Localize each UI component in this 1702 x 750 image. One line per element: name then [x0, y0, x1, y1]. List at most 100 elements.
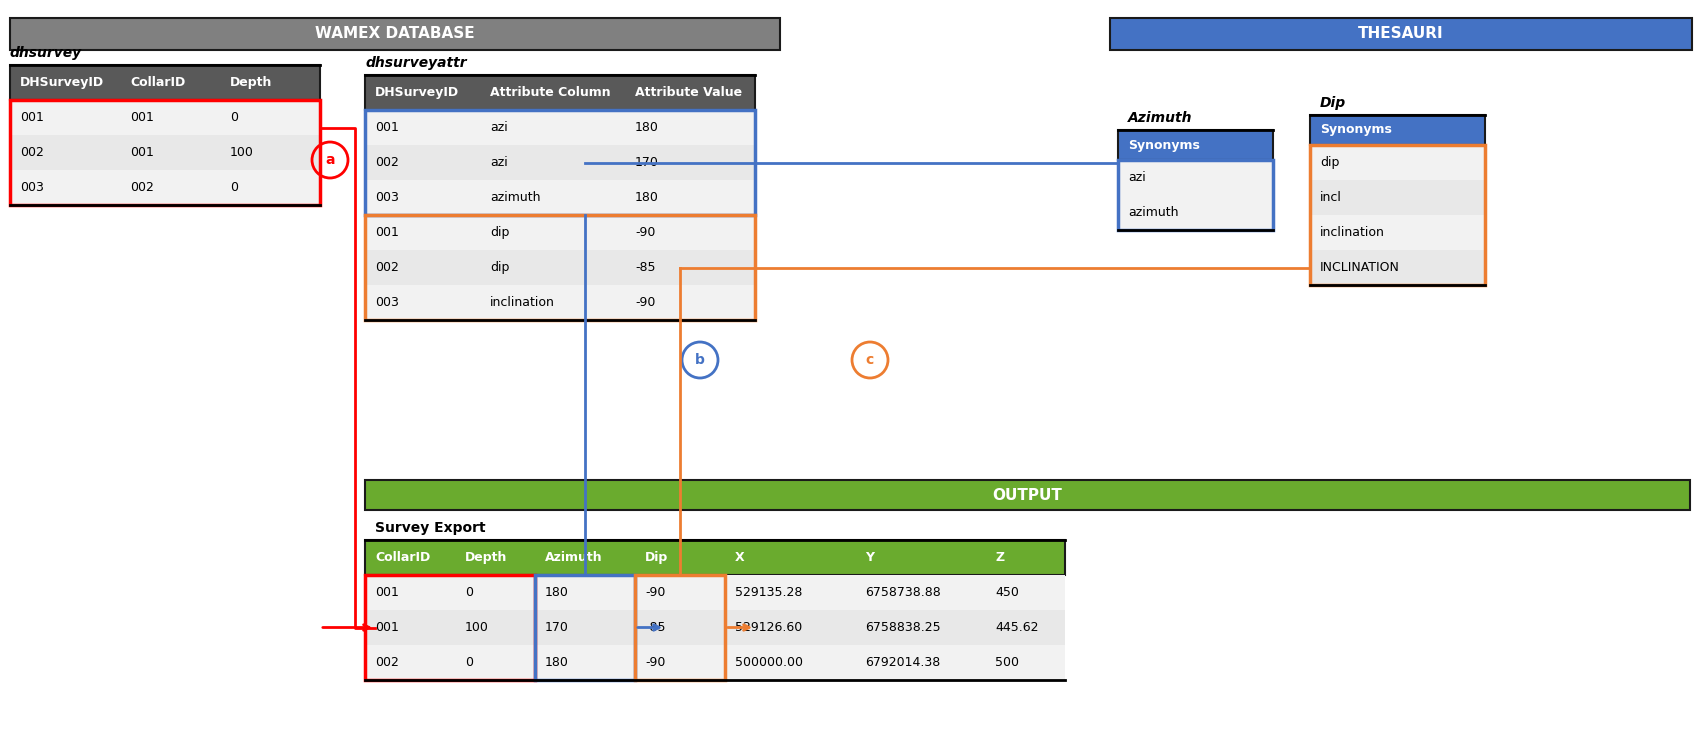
Text: azimuth: azimuth	[490, 191, 541, 204]
Text: incl: incl	[1321, 191, 1341, 204]
Text: azi: azi	[1128, 171, 1145, 184]
Text: 529135.28: 529135.28	[735, 586, 802, 599]
FancyBboxPatch shape	[10, 18, 780, 50]
Text: OUTPUT: OUTPUT	[992, 488, 1062, 502]
FancyBboxPatch shape	[10, 170, 320, 205]
Text: Survey Export: Survey Export	[374, 521, 485, 535]
FancyBboxPatch shape	[364, 645, 1065, 680]
Text: 445.62: 445.62	[996, 621, 1038, 634]
Text: inclination: inclination	[490, 296, 555, 309]
FancyBboxPatch shape	[364, 215, 756, 250]
Text: -85: -85	[635, 261, 655, 274]
Text: Azimuth: Azimuth	[545, 551, 603, 564]
Text: Dip: Dip	[1321, 96, 1346, 110]
FancyBboxPatch shape	[1311, 215, 1486, 250]
Text: 001: 001	[129, 146, 153, 159]
Text: 450: 450	[996, 586, 1019, 599]
Text: -85: -85	[645, 621, 665, 634]
Text: dip: dip	[1321, 156, 1339, 169]
Text: Z: Z	[996, 551, 1004, 564]
Text: 180: 180	[545, 586, 568, 599]
FancyBboxPatch shape	[10, 65, 320, 100]
FancyBboxPatch shape	[1110, 18, 1692, 50]
FancyBboxPatch shape	[364, 575, 1065, 610]
Text: 6758738.88: 6758738.88	[865, 586, 941, 599]
FancyBboxPatch shape	[1118, 195, 1273, 230]
Text: X: X	[735, 551, 745, 564]
Text: -90: -90	[645, 656, 665, 669]
Text: Azimuth: Azimuth	[1128, 111, 1193, 125]
Text: 500: 500	[996, 656, 1019, 669]
Text: -90: -90	[635, 226, 655, 239]
Text: 002: 002	[374, 261, 398, 274]
Text: Attribute Value: Attribute Value	[635, 86, 742, 99]
Text: 001: 001	[129, 111, 153, 124]
FancyBboxPatch shape	[10, 135, 320, 170]
Text: WAMEX DATABASE: WAMEX DATABASE	[315, 26, 475, 41]
FancyBboxPatch shape	[364, 540, 1065, 575]
Text: a: a	[325, 153, 335, 167]
FancyBboxPatch shape	[364, 145, 756, 180]
FancyBboxPatch shape	[1311, 145, 1486, 180]
Text: b: b	[694, 353, 705, 367]
Text: CollarID: CollarID	[374, 551, 431, 564]
Text: 003: 003	[374, 191, 398, 204]
Text: 003: 003	[20, 181, 44, 194]
Text: Synonyms: Synonyms	[1128, 139, 1200, 152]
Text: 001: 001	[374, 226, 398, 239]
Text: DHSurveyID: DHSurveyID	[374, 86, 460, 99]
Text: 001: 001	[374, 586, 398, 599]
Text: 500000.00: 500000.00	[735, 656, 803, 669]
Text: azimuth: azimuth	[1128, 206, 1178, 219]
Text: THESAURI: THESAURI	[1358, 26, 1443, 41]
FancyBboxPatch shape	[364, 610, 1065, 645]
Text: -90: -90	[635, 296, 655, 309]
FancyBboxPatch shape	[364, 480, 1690, 510]
Text: dhsurveyattr: dhsurveyattr	[364, 56, 466, 70]
FancyBboxPatch shape	[1118, 160, 1273, 195]
Text: 100: 100	[465, 621, 488, 634]
Text: 002: 002	[374, 656, 398, 669]
Text: Depth: Depth	[230, 76, 272, 89]
Text: 100: 100	[230, 146, 254, 159]
Text: 002: 002	[374, 156, 398, 169]
Text: Dip: Dip	[645, 551, 669, 564]
FancyBboxPatch shape	[364, 110, 756, 145]
Text: 002: 002	[20, 146, 44, 159]
FancyBboxPatch shape	[364, 180, 756, 215]
Text: inclination: inclination	[1321, 226, 1385, 239]
Text: 0: 0	[465, 656, 473, 669]
Text: DHSurveyID: DHSurveyID	[20, 76, 104, 89]
Text: azi: azi	[490, 156, 507, 169]
Text: dhsurvey: dhsurvey	[10, 46, 82, 60]
Text: 0: 0	[230, 111, 238, 124]
Text: 0: 0	[465, 586, 473, 599]
Text: Synonyms: Synonyms	[1321, 124, 1392, 136]
Text: INCLINATION: INCLINATION	[1321, 261, 1399, 274]
Text: Attribute Column: Attribute Column	[490, 86, 611, 99]
Text: 001: 001	[20, 111, 44, 124]
FancyBboxPatch shape	[364, 75, 756, 110]
FancyBboxPatch shape	[364, 285, 756, 320]
Text: -90: -90	[645, 586, 665, 599]
Text: dip: dip	[490, 261, 509, 274]
FancyBboxPatch shape	[1118, 130, 1273, 160]
Text: 180: 180	[635, 121, 659, 134]
FancyBboxPatch shape	[1311, 115, 1486, 145]
Text: 6758838.25: 6758838.25	[865, 621, 941, 634]
FancyBboxPatch shape	[1311, 250, 1486, 285]
Text: Depth: Depth	[465, 551, 507, 564]
Text: 180: 180	[545, 656, 568, 669]
FancyBboxPatch shape	[1311, 180, 1486, 215]
Text: CollarID: CollarID	[129, 76, 186, 89]
Text: 6792014.38: 6792014.38	[865, 656, 940, 669]
Text: 529126.60: 529126.60	[735, 621, 802, 634]
Text: 001: 001	[374, 121, 398, 134]
Text: 0: 0	[230, 181, 238, 194]
Text: 170: 170	[635, 156, 659, 169]
Text: 180: 180	[635, 191, 659, 204]
Text: azi: azi	[490, 121, 507, 134]
FancyBboxPatch shape	[364, 250, 756, 285]
Text: c: c	[866, 353, 875, 367]
Text: 001: 001	[374, 621, 398, 634]
